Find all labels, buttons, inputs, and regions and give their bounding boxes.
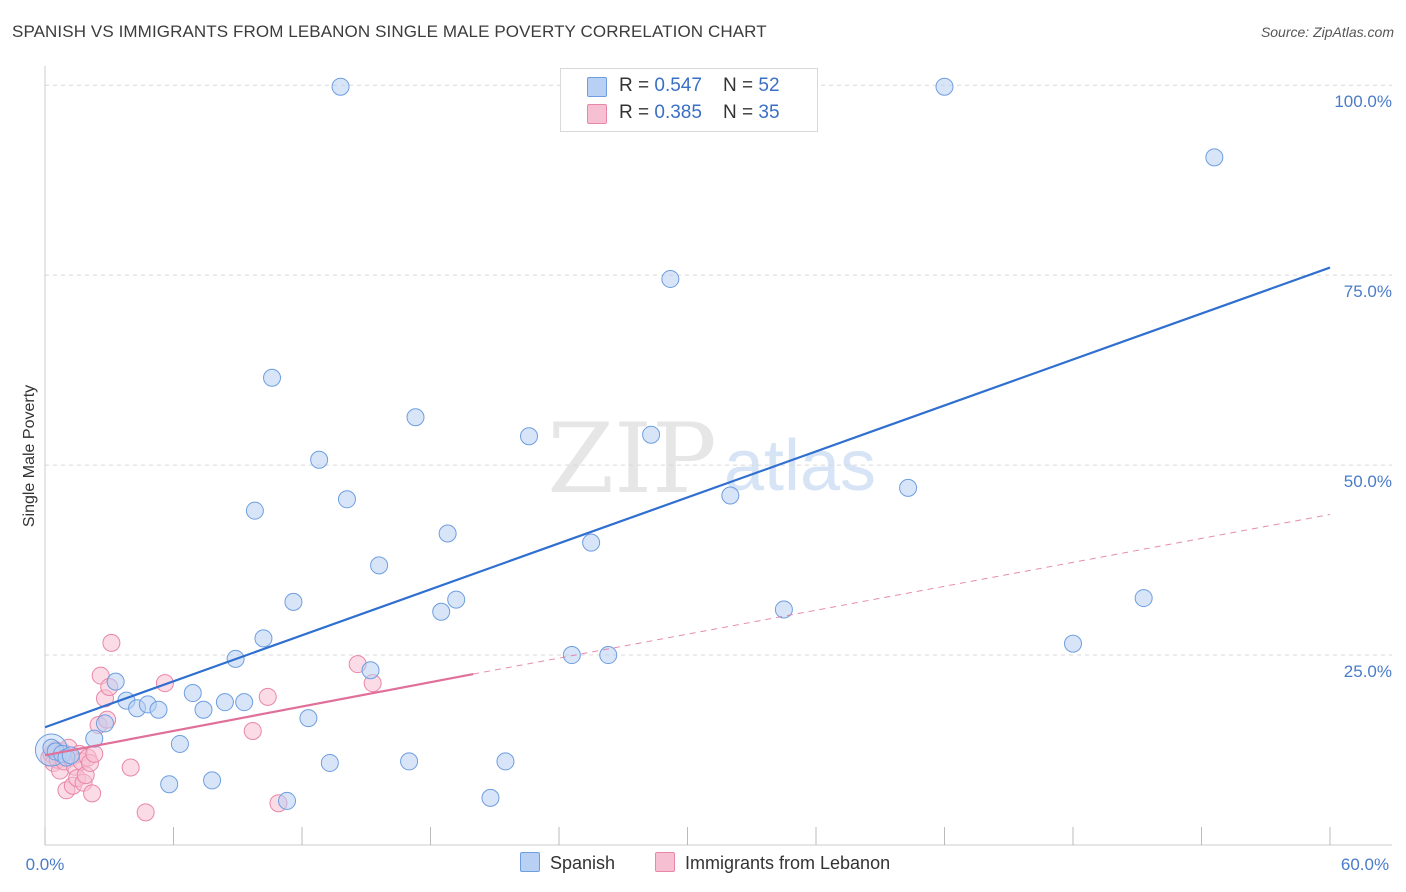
spanish-point-51 xyxy=(1134,589,1153,608)
spanish-point-27 xyxy=(320,753,339,772)
spanish-point-33 xyxy=(406,408,425,427)
watermark: ZIP atlas xyxy=(547,403,876,515)
spanish-point-40 xyxy=(562,646,581,665)
bottom-spanish-label: Spanish xyxy=(550,853,616,873)
source-label: Source: ZipAtlas.com xyxy=(1260,24,1394,40)
spanish-point-38 xyxy=(496,752,515,771)
spanish-n-value: 52 xyxy=(758,75,780,96)
spanish-point-48 xyxy=(899,478,918,497)
spanish-point-24 xyxy=(284,592,303,611)
spanish-point-17 xyxy=(215,693,234,712)
spanish-point-29 xyxy=(337,490,356,509)
lebanon-trend-line xyxy=(44,672,474,757)
bottom-spanish-swatch xyxy=(520,852,540,872)
spanish-point-34 xyxy=(432,602,451,621)
bottom-lebanon-label: Immigrants from Lebanon xyxy=(685,853,891,873)
spanish-point-42 xyxy=(599,646,618,665)
spanish-point-13 xyxy=(170,734,189,753)
bottom-lebanon-swatch xyxy=(655,852,675,872)
spanish-point-31 xyxy=(370,556,389,575)
spanish-point-23 xyxy=(278,791,297,810)
x-tick-label-min: 0.0% xyxy=(26,855,65,874)
lebanon-point-28 xyxy=(121,758,140,777)
spanish-point-20 xyxy=(245,501,264,520)
spanish-point-12 xyxy=(160,775,179,794)
spanish-point-47 xyxy=(774,600,793,619)
lebanon-point-29 xyxy=(136,803,155,822)
spanish-point-50 xyxy=(1064,634,1082,653)
bottom-legend-lebanon: Immigrants from Lebanon xyxy=(655,852,890,874)
tick-labels: 25.0% 50.0% 75.0% 100.0% 0.0% 60.0% xyxy=(26,92,1392,874)
spanish-point-16 xyxy=(203,771,222,790)
spanish-point-28 xyxy=(331,77,350,96)
spanish-point-36 xyxy=(447,590,466,609)
spanish-point-11 xyxy=(149,700,168,719)
y-tick-label-25: 25.0% xyxy=(1344,662,1392,681)
spanish-point-7 xyxy=(106,672,125,691)
spanish-point-39 xyxy=(520,427,539,446)
lebanon-n-value: 35 xyxy=(758,102,780,123)
spanish-point-32 xyxy=(400,752,419,771)
x-tick-label-max: 60.0% xyxy=(1341,855,1389,874)
bottom-legend-spanish: Spanish xyxy=(520,852,615,874)
spanish-point-14 xyxy=(183,684,202,703)
spanish-point-21 xyxy=(254,629,273,648)
spanish-point-52 xyxy=(1205,148,1224,167)
spanish-point-46 xyxy=(721,486,740,505)
lebanon-point-20 xyxy=(83,784,102,803)
axes xyxy=(44,66,1392,846)
spanish-point-45 xyxy=(661,269,680,288)
spanish-swatch xyxy=(587,77,607,97)
spanish-point-15 xyxy=(194,700,213,719)
spanish-point-37 xyxy=(481,788,500,807)
trend-lines xyxy=(44,266,1331,757)
spanish-point-25 xyxy=(299,709,318,728)
spanish-points xyxy=(34,77,1224,810)
lebanon-trend-line-extended xyxy=(473,513,1331,675)
lebanon-point-27 xyxy=(102,633,121,652)
lebanon-point-31 xyxy=(243,722,262,741)
spanish-point-41 xyxy=(582,533,601,552)
y-tick-label-75: 75.0% xyxy=(1344,282,1392,301)
y-tick-label-50: 50.0% xyxy=(1344,472,1392,491)
lebanon-swatch xyxy=(587,104,607,124)
spanish-point-26 xyxy=(310,450,329,469)
spanish-point-43 xyxy=(642,425,661,444)
spanish-point-35 xyxy=(438,524,457,543)
spanish-trend-line xyxy=(44,266,1331,729)
y-axis-label: Single Male Poverty xyxy=(21,385,38,527)
spanish-n-label: N = xyxy=(723,75,759,96)
spanish-r-value: 0.547 xyxy=(654,75,702,96)
lebanon-point-32 xyxy=(258,687,277,706)
spanish-point-19 xyxy=(235,693,254,712)
correlation-legend: R = 0.547 N = 52 R = 0.385 N = 35 xyxy=(560,68,818,132)
chart-title: SPANISH VS IMMIGRANTS FROM LEBANON SINGL… xyxy=(12,22,767,41)
y-tick-label-100: 100.0% xyxy=(1334,92,1392,111)
spanish-point-5 xyxy=(85,729,104,748)
spanish-point-49 xyxy=(935,77,954,96)
lebanon-r-label: R = xyxy=(619,102,655,123)
spanish-point-6 xyxy=(95,714,114,733)
watermark-zip: ZIP xyxy=(547,403,716,515)
lebanon-r-value: 0.385 xyxy=(654,102,702,123)
lebanon-points xyxy=(40,633,382,822)
spanish-point-30 xyxy=(361,661,380,680)
grid-lines xyxy=(45,84,1392,656)
spanish-r-label: R = xyxy=(619,75,655,96)
lebanon-n-label: N = xyxy=(723,102,759,123)
spanish-point-22 xyxy=(263,368,282,387)
